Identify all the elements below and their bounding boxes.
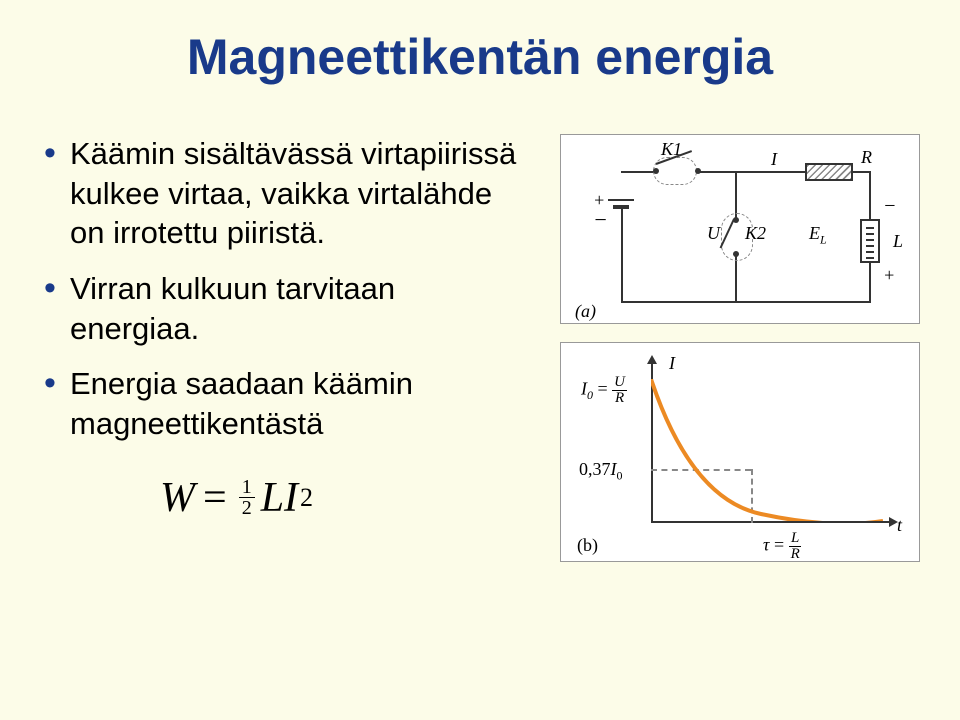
figure-column: + − − + K1 I R U K2 EL L — [540, 134, 940, 562]
formula-I: I — [284, 474, 298, 522]
x-axis — [651, 521, 891, 523]
inductor-core-icon — [866, 223, 874, 259]
decay-graph: I I0 = U R 0,37I0 τ = L R t (b — [560, 342, 920, 562]
inductor-minus-icon: − — [883, 195, 897, 218]
panel-label-a: (a) — [575, 301, 596, 322]
switch-k1-node — [695, 168, 701, 174]
label-i0: I0 = U R — [581, 375, 627, 406]
content-area: Käämin sisältävässä virtapiirissä kulkee… — [0, 86, 960, 562]
label-tau-eq: = — [774, 535, 784, 555]
list-item: Käämin sisältävässä virtapiirissä kulkee… — [40, 134, 530, 253]
formula-half: 1 2 — [239, 477, 255, 518]
label-i: I — [771, 149, 777, 170]
battery-long-plate — [608, 199, 634, 201]
formula-eq: = — [195, 474, 235, 522]
frac-den: R — [613, 391, 626, 406]
list-item: Virran kulkuun tarvitaan energiaa. — [40, 269, 530, 348]
label-tau-sym: τ — [763, 535, 769, 555]
panel-label-b: (b) — [577, 535, 598, 556]
curve-path — [651, 379, 883, 521]
axis-label-t: t — [897, 515, 902, 536]
label-037: 0,37 — [579, 459, 611, 479]
switch-k2-node — [733, 217, 739, 223]
wire — [621, 205, 623, 301]
energy-formula: W = 1 2 L I 2 — [160, 474, 530, 522]
axis-label-i: I — [669, 353, 675, 374]
label-i0-eq: = — [598, 379, 608, 399]
label-k1: K1 — [661, 139, 682, 160]
frac-num: 1 — [239, 477, 255, 498]
label-r: R — [861, 147, 872, 168]
label-u: U — [707, 223, 720, 244]
bullet-list: Käämin sisältävässä virtapiirissä kulkee… — [40, 134, 530, 444]
label-037I0: 0,37I0 — [579, 459, 623, 484]
y-axis-arrow-icon — [647, 355, 657, 364]
decay-curve — [651, 379, 883, 521]
switch-k1-node — [653, 168, 659, 174]
label-el-e: E — [809, 223, 820, 243]
bullet-column: Käämin sisältävässä virtapiirissä kulkee… — [40, 134, 540, 562]
list-item: Energia saadaan käämin magneettikentästä — [40, 364, 530, 443]
resistor-icon — [805, 163, 853, 181]
wire — [621, 301, 871, 303]
frac-num: L — [789, 531, 801, 547]
circuit-diagram: + − − + K1 I R U K2 EL L — [560, 134, 920, 324]
label-tau: τ = L R — [763, 531, 802, 562]
label-k2: K2 — [745, 223, 766, 244]
battery-short-plate — [613, 205, 629, 209]
label-037-sub: 0 — [617, 469, 623, 483]
label-l: L — [893, 231, 903, 252]
label-tau-frac: L R — [789, 531, 802, 562]
label-i0-frac: U R — [612, 375, 627, 406]
page-title: Magneettikentän energia — [0, 0, 960, 86]
frac-num: U — [612, 375, 627, 391]
label-i0-sub: 0 — [587, 388, 593, 402]
formula-L: L — [261, 474, 284, 522]
label-el-sub: L — [820, 233, 827, 247]
battery-minus-icon: − — [593, 207, 608, 233]
inductor-plus-icon: + — [883, 265, 895, 286]
formula-W: W — [160, 474, 195, 522]
label-el: EL — [809, 223, 827, 248]
switch-k2-node — [733, 251, 739, 257]
frac-den: 2 — [239, 498, 255, 518]
formula-exp: 2 — [300, 483, 313, 513]
frac-den: R — [789, 547, 802, 562]
